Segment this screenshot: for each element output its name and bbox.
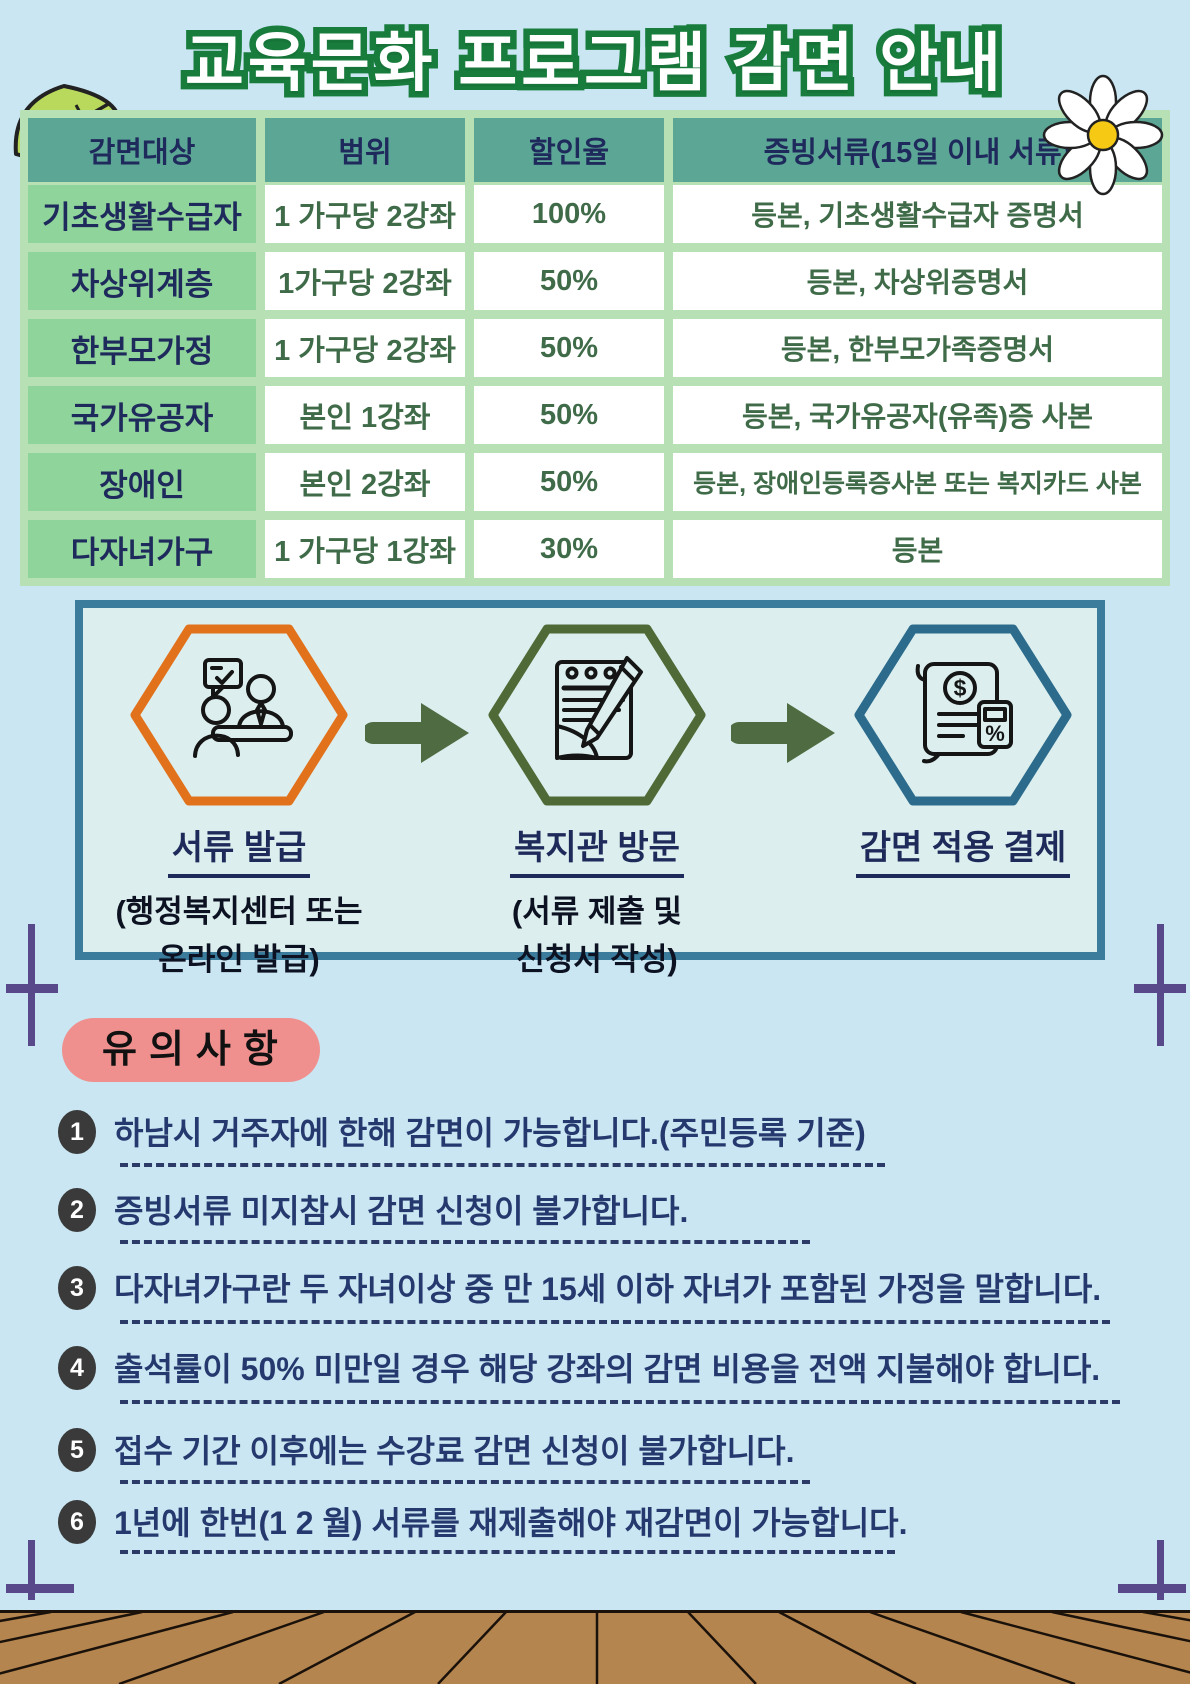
process-step-1: 서류 발급 (행정복지센터 또는 온라인 발급) bbox=[93, 622, 385, 984]
crop-mark-top-left-bar bbox=[6, 984, 58, 993]
row-target: 한부모가정 bbox=[28, 319, 256, 377]
process-step-3: $ % 감면 적용 결제 bbox=[811, 622, 1115, 878]
notice-item: 1 하남시 거주자에 한해 감면이 가능합니다.(주민등록 기준) bbox=[58, 1108, 866, 1154]
svg-text:%: % bbox=[985, 721, 1005, 746]
wood-floor-graphic bbox=[0, 1610, 1190, 1684]
row-docs: 등본, 장애인등록증사본 또는 복지카드 사본 bbox=[673, 453, 1162, 511]
row-docs: 등본, 한부모가족증명서 bbox=[673, 319, 1162, 377]
row-scope: 본인 2강좌 bbox=[265, 453, 465, 511]
arrow-right-icon bbox=[365, 703, 469, 763]
row-docs: 등본, 차상위증명서 bbox=[673, 252, 1162, 310]
row-scope: 1 가구당 1강좌 bbox=[265, 520, 465, 578]
row-scope: 1가구당 2강좌 bbox=[265, 252, 465, 310]
item-number-badge: 6 bbox=[58, 1500, 96, 1544]
notice-item: 2 증빙서류 미지참시 감면 신청이 불가합니다. bbox=[58, 1186, 688, 1232]
row-target: 장애인 bbox=[28, 453, 256, 511]
row-target: 다자녀가구 bbox=[28, 520, 256, 578]
step-sub-text: (서류 제출 및 신청서 작성) bbox=[445, 888, 749, 984]
step-label: 감면 적용 결제 bbox=[855, 820, 1071, 878]
crop-mark-bottom-right-vertical bbox=[1157, 1540, 1164, 1600]
row-rate: 50% bbox=[474, 319, 664, 377]
dashed-divider bbox=[120, 1240, 810, 1244]
step-sub-line: (행정복지센터 또는 bbox=[115, 894, 363, 929]
dashed-divider bbox=[120, 1163, 885, 1167]
row-target: 국가유공자 bbox=[28, 386, 256, 444]
row-rate: 30% bbox=[474, 520, 664, 578]
notice-item: 3 다자녀가구란 두 자녀이상 중 만 15세 이하 자녀가 포함된 가정을 말… bbox=[58, 1264, 1101, 1310]
notice-item: 6 1년에 한번(1 2 월) 서류를 재제출해야 재감면이 가능합니다. bbox=[58, 1498, 908, 1544]
dashed-divider bbox=[120, 1480, 810, 1484]
notice-item-text: 증빙서류 미지참시 감면 신청이 불가합니다. bbox=[114, 1193, 689, 1229]
item-number-badge: 3 bbox=[58, 1266, 96, 1310]
row-scope: 1 가구당 2강좌 bbox=[265, 185, 465, 243]
table-header-target: 감면대상 bbox=[28, 118, 256, 182]
counter-consultation-icon bbox=[130, 624, 348, 806]
row-docs: 등본, 국가유공자(유족)증 사본 bbox=[673, 386, 1162, 444]
row-rate: 100% bbox=[474, 185, 664, 243]
process-flow-box: 서류 발급 (행정복지센터 또는 온라인 발급) bbox=[75, 600, 1105, 977]
notice-item-text: 하남시 거주자에 한해 감면이 가능합니다.(주민등록 기준) bbox=[114, 1115, 866, 1151]
crop-mark-bottom-right-bar bbox=[1118, 1584, 1186, 1593]
item-number-badge: 2 bbox=[58, 1188, 96, 1232]
arrow-right-icon bbox=[731, 703, 835, 763]
step-sub-line: 온라인 발급) bbox=[158, 942, 320, 978]
notice-item-text: 접수 기간 이후에는 수강료 감면 신청이 불가합니다. bbox=[114, 1433, 795, 1469]
crop-mark-bottom-left-bar bbox=[6, 1584, 74, 1593]
discount-table: 감면대상 범위 할인율 증빙서류(15일 이내 서류) 기초생활수급자 1 가구… bbox=[20, 110, 1170, 586]
notice-item: 5 접수 기간 이후에는 수강료 감면 신청이 불가합니다. bbox=[58, 1426, 794, 1472]
dashed-divider bbox=[120, 1320, 1110, 1324]
item-number-badge: 5 bbox=[58, 1428, 96, 1472]
table-header-scope: 범위 bbox=[265, 118, 465, 182]
receipt-calculator-icon: $ % bbox=[854, 624, 1072, 806]
dashed-divider bbox=[120, 1550, 895, 1554]
row-docs: 등본, 기초생활수급자 증명서 bbox=[673, 185, 1162, 243]
step-sub-line: (서류 제출 및 bbox=[511, 894, 683, 929]
daisy-flower-icon bbox=[1042, 74, 1164, 196]
crop-mark-bottom-left-vertical bbox=[28, 1540, 35, 1600]
notice-item: 4 출석률이 50% 미만일 경우 해당 강좌의 감면 비용을 전액 지불해야 … bbox=[58, 1344, 1100, 1390]
row-scope: 1 가구당 2강좌 bbox=[265, 319, 465, 377]
row-target: 기초생활수급자 bbox=[28, 185, 256, 243]
item-number-badge: 4 bbox=[58, 1346, 96, 1390]
notice-item-text: 다자녀가구란 두 자녀이상 중 만 15세 이하 자녀가 포함된 가정을 말합니… bbox=[114, 1271, 1102, 1307]
svg-text:$: $ bbox=[954, 675, 967, 701]
row-target: 차상위계층 bbox=[28, 252, 256, 310]
page-title: 교육문화 프로그램 감면 안내 bbox=[179, 21, 1008, 106]
step-label: 서류 발급 bbox=[167, 820, 311, 878]
row-rate: 50% bbox=[474, 386, 664, 444]
notice-badge: 유의사항 bbox=[62, 1018, 320, 1082]
process-step-2: 복지관 방문 (서류 제출 및 신청서 작성) bbox=[445, 622, 749, 984]
row-docs: 등본 bbox=[673, 520, 1162, 578]
crop-mark-top-right-bar bbox=[1134, 984, 1186, 993]
row-scope: 본인 1강좌 bbox=[265, 386, 465, 444]
notice-item-text: 출석률이 50% 미만일 경우 해당 강좌의 감면 비용을 전액 지불해야 합니… bbox=[114, 1351, 1101, 1387]
notice-item-text: 1년에 한번(1 2 월) 서류를 재제출해야 재감면이 가능합니다. bbox=[114, 1505, 908, 1541]
row-rate: 50% bbox=[474, 453, 664, 511]
step-sub-text: (행정복지센터 또는 온라인 발급) bbox=[93, 888, 385, 984]
document-writing-icon bbox=[488, 624, 706, 806]
dashed-divider bbox=[120, 1400, 1120, 1404]
step-label: 복지관 방문 bbox=[510, 820, 684, 878]
item-number-badge: 1 bbox=[58, 1110, 96, 1154]
row-rate: 50% bbox=[474, 252, 664, 310]
table-header-rate: 할인율 bbox=[474, 118, 664, 182]
step-sub-line: 신청서 작성) bbox=[516, 942, 678, 978]
